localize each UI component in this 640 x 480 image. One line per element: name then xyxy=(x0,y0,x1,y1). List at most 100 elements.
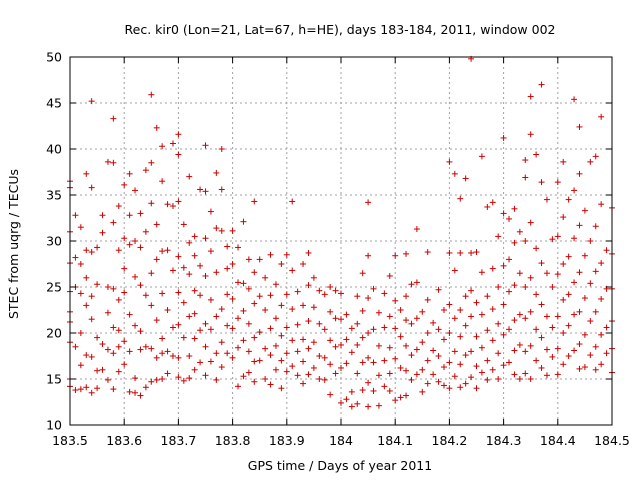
data-point xyxy=(186,239,193,246)
data-point xyxy=(132,375,139,382)
data-point xyxy=(88,293,95,300)
data-point xyxy=(587,280,594,287)
data-point xyxy=(468,348,475,355)
data-point xyxy=(554,233,561,240)
data-point xyxy=(245,320,252,327)
data-point xyxy=(197,262,204,269)
data-point xyxy=(126,348,133,355)
data-point xyxy=(370,285,377,292)
data-point xyxy=(180,299,187,306)
data-point xyxy=(527,219,534,226)
data-point xyxy=(440,382,447,389)
data-point xyxy=(365,295,372,302)
data-point xyxy=(451,348,458,355)
data-point xyxy=(159,335,166,342)
data-point xyxy=(197,359,204,366)
y-tick-label: 25 xyxy=(46,280,62,295)
data-point xyxy=(587,318,594,325)
data-point xyxy=(533,326,540,333)
data-point xyxy=(484,327,491,334)
data-point xyxy=(603,324,610,331)
data-point xyxy=(430,319,437,326)
data-point xyxy=(224,243,231,250)
data-point xyxy=(457,384,464,391)
data-point xyxy=(343,311,350,318)
data-point xyxy=(495,233,502,240)
data-point xyxy=(251,358,258,365)
data-point xyxy=(484,293,491,300)
data-point xyxy=(218,146,225,152)
data-point xyxy=(148,91,155,98)
data-point xyxy=(169,203,176,210)
data-point xyxy=(191,287,198,294)
data-point xyxy=(235,383,242,390)
data-point xyxy=(267,352,274,359)
data-point xyxy=(202,188,209,195)
data-point xyxy=(457,249,464,256)
data-point xyxy=(576,222,583,229)
data-point xyxy=(202,372,209,379)
data-point xyxy=(294,348,301,355)
data-point xyxy=(83,352,90,359)
data-point xyxy=(587,238,594,244)
data-point xyxy=(386,344,393,351)
data-point xyxy=(457,361,464,368)
data-point xyxy=(256,293,263,300)
data-point xyxy=(576,170,583,177)
data-point xyxy=(229,295,236,302)
data-point xyxy=(115,368,122,375)
data-point xyxy=(104,346,111,353)
data-point xyxy=(457,195,464,202)
data-point xyxy=(549,236,556,243)
data-point xyxy=(370,359,377,366)
data-point xyxy=(126,212,133,219)
data-point xyxy=(381,290,388,297)
data-point xyxy=(235,315,242,322)
data-point xyxy=(115,203,122,210)
data-point xyxy=(142,167,149,174)
data-point xyxy=(500,362,507,369)
chart-title: Rec. kir0 (Lon=21, Lat=67, h=HE), days 1… xyxy=(125,22,556,37)
data-point xyxy=(218,364,225,371)
data-point xyxy=(430,371,437,378)
data-point xyxy=(348,325,355,332)
data-point xyxy=(99,366,106,373)
data-point xyxy=(272,315,279,322)
data-point xyxy=(278,261,285,267)
data-point xyxy=(283,251,290,258)
data-point xyxy=(424,380,431,387)
data-point xyxy=(489,199,496,206)
data-point xyxy=(310,274,317,281)
data-point xyxy=(560,158,567,165)
data-point xyxy=(462,380,469,387)
data-point xyxy=(251,269,258,276)
data-point xyxy=(516,228,523,235)
data-point xyxy=(153,221,160,228)
data-point xyxy=(272,281,279,288)
data-point xyxy=(495,350,502,357)
data-point xyxy=(359,359,366,366)
data-point xyxy=(332,343,339,350)
data-point xyxy=(77,290,84,297)
data-point xyxy=(354,293,361,300)
data-point xyxy=(94,385,101,392)
data-point xyxy=(132,273,139,280)
data-point xyxy=(571,96,578,103)
data-point xyxy=(587,352,594,359)
data-point xyxy=(457,333,464,340)
data-point xyxy=(251,334,258,341)
data-point xyxy=(446,249,453,256)
data-point xyxy=(581,331,588,338)
data-point xyxy=(440,307,447,313)
data-point xyxy=(408,376,415,383)
y-tick-label: 40 xyxy=(46,142,62,157)
data-point xyxy=(522,370,529,377)
data-point xyxy=(392,397,399,404)
data-point xyxy=(413,226,420,233)
data-point xyxy=(191,366,198,373)
data-point xyxy=(305,371,312,378)
data-point xyxy=(549,353,556,360)
data-point xyxy=(186,313,193,320)
data-point xyxy=(218,186,225,193)
data-point xyxy=(473,385,480,392)
